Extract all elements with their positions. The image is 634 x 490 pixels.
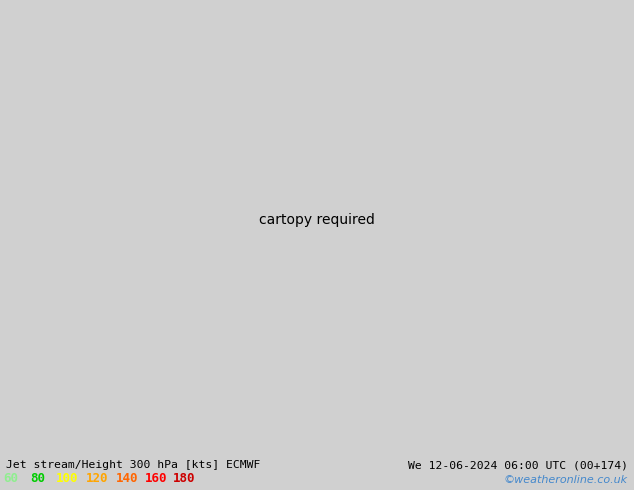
Text: 160: 160 bbox=[145, 472, 167, 485]
Text: 140: 140 bbox=[116, 472, 138, 485]
Text: 100: 100 bbox=[56, 472, 78, 485]
Text: We 12-06-2024 06:00 UTC (00+174): We 12-06-2024 06:00 UTC (00+174) bbox=[408, 460, 628, 470]
Text: 80: 80 bbox=[30, 472, 46, 485]
Text: ©weatheronline.co.uk: ©weatheronline.co.uk bbox=[503, 475, 628, 485]
Text: 180: 180 bbox=[172, 472, 195, 485]
Text: Jet stream/Height 300 hPa [kts] ECMWF: Jet stream/Height 300 hPa [kts] ECMWF bbox=[6, 460, 261, 470]
Text: 120: 120 bbox=[86, 472, 108, 485]
Text: 60: 60 bbox=[3, 472, 18, 485]
Text: cartopy required: cartopy required bbox=[259, 213, 375, 227]
